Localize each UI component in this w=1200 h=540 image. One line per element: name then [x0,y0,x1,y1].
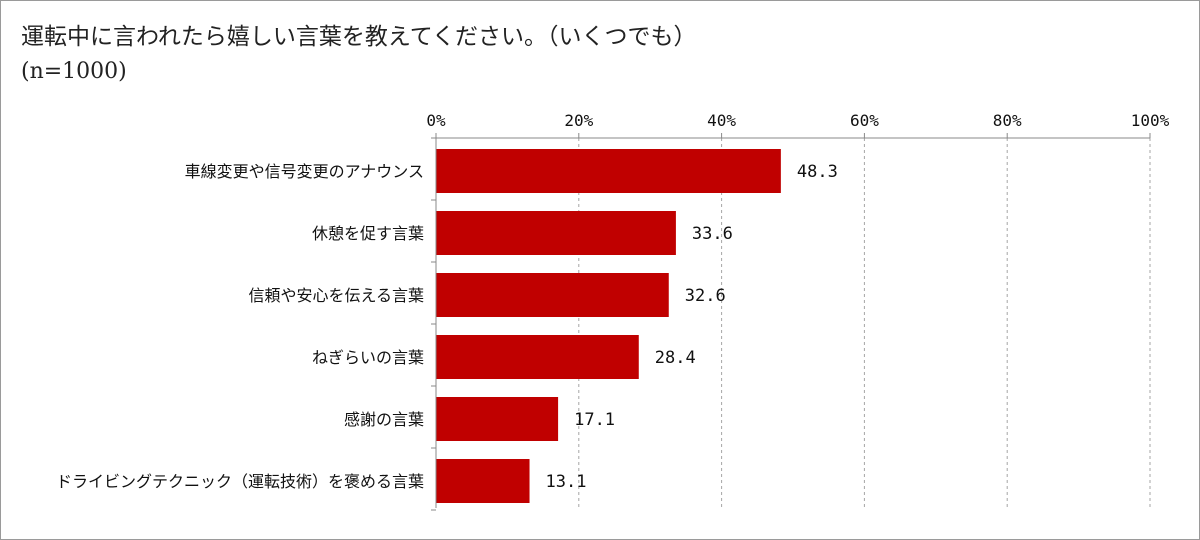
category-label: 信頼や安心を伝える言葉 [248,286,424,305]
x-tick-label: 60% [850,111,879,130]
value-label: 32.6 [685,286,726,306]
value-label: 28.4 [655,348,696,368]
category-label: 休憩を促す言葉 [312,224,424,243]
x-tick-label: 100% [1131,111,1170,130]
value-label: 17.1 [574,410,615,430]
x-tick-label: 20% [564,111,593,130]
bar [436,459,530,503]
bars [436,149,781,503]
x-tick-label: 40% [707,111,736,130]
category-label: ドライビングテクニック（運転技術）を褒める言葉 [56,472,424,491]
bar [436,211,676,255]
bar [436,273,669,317]
category-label: ねぎらいの言葉 [312,348,424,367]
chart-title: 運転中に言われたら嬉しい言葉を教えてください。（いくつでも） [21,24,697,50]
gridlines [578,138,1151,508]
bar [436,149,781,193]
value-label: 33.6 [692,224,733,244]
chart-subtitle: (n=1000) [21,59,127,84]
category-label: 感謝の言葉 [344,410,424,429]
value-label: 13.1 [546,472,587,492]
labels: 0% 20% 40% 60% 80% 100% 車線変更や信号変更のアナウンス 48.3 休憩を… [56,111,1170,492]
value-label: 48.3 [797,162,838,182]
bar [436,397,559,441]
x-tick-label: 80% [993,111,1022,130]
category-label: 車線変更や信号変更のアナウンス [185,162,424,181]
axis [431,133,1151,511]
bar [436,335,639,379]
x-tick-label: 0% [426,111,446,130]
